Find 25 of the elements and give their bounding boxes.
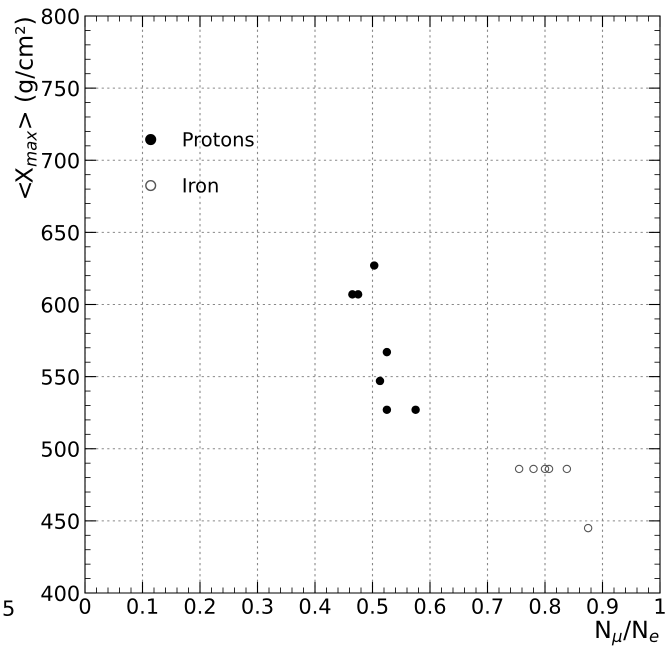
x-tick-label: 0.9 (587, 598, 618, 614)
legend-label: Protons (184, 132, 254, 147)
x-tick-label: 0.1 (127, 598, 158, 614)
x-tick-label: 0.3 (242, 598, 272, 614)
x-tick-label: 0 (80, 598, 90, 614)
x-tick-label: 0.5 (357, 598, 388, 614)
x-tick-label: 0.2 (184, 598, 214, 614)
y-tick-label: 450 (41, 513, 79, 530)
y-tick-label: 600 (42, 296, 79, 313)
legend-label: Iron (184, 178, 218, 193)
x-tick-label: 0.7 (472, 598, 502, 614)
y-tick-label: 650 (42, 224, 79, 241)
y-tick-label: 500 (42, 441, 79, 457)
text: 5 (4, 600, 14, 616)
x-tick-label: 0.8 (530, 598, 560, 614)
x-tick-label: 0.4 (300, 598, 330, 614)
y-axis-title: <X$_{max}$> (g/cm²) (14, 18, 38, 198)
y-tick-label: 750 (42, 80, 79, 96)
y-tick-label: 550 (42, 369, 79, 385)
x-tick-label: 0.6 (414, 598, 446, 614)
y-tick-label: 800 (42, 8, 79, 24)
x-tick-label: 1 (656, 598, 665, 614)
y-tick-label: 400 (41, 585, 79, 602)
y-tick-label: 700 (42, 152, 79, 168)
x-axis-title: N$_{μ}$/N$_{e}$ (596, 620, 658, 646)
